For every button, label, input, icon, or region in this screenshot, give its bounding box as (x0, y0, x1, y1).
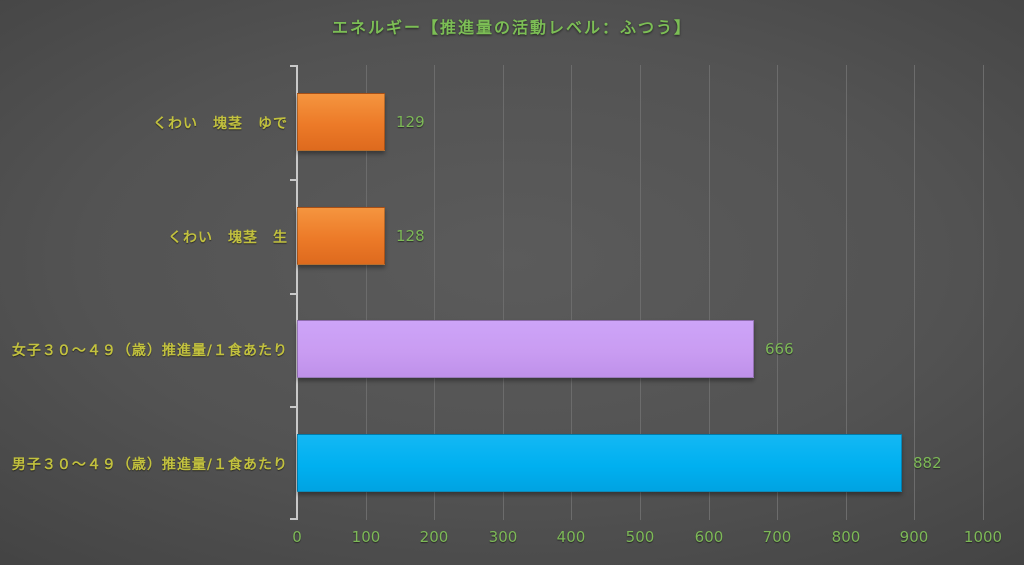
y-axis-tick (290, 65, 297, 67)
x-axis-tick-label: 400 (556, 528, 586, 546)
x-axis-tick-label: 100 (351, 528, 381, 546)
gridline-200 (434, 65, 435, 520)
x-axis-tick-label: 300 (488, 528, 518, 546)
x-axis-tick-label: 900 (899, 528, 929, 546)
category-label-4: 男子３０～４９（歳）推進量/１食あたり (11, 457, 288, 473)
category-label-2: くわい 塊茎 生 (168, 230, 288, 246)
gridline-500 (640, 65, 641, 520)
bar-value-label: 666 (765, 340, 794, 358)
x-axis-tick-label: 200 (419, 528, 449, 546)
x-axis-tick-label: 700 (762, 528, 792, 546)
bar-4[interactable] (297, 434, 902, 492)
bar-value-label: 882 (913, 454, 942, 472)
y-axis-tick (290, 518, 297, 520)
gridline-400 (571, 65, 572, 520)
x-axis-tick-label: 1000 (963, 528, 1003, 546)
gridline-800 (846, 65, 847, 520)
bar-1[interactable] (297, 93, 385, 151)
chart-title: エネルギー【推進量の活動レベル：ふつう】 (331, 18, 692, 37)
x-axis-tick-label: 800 (831, 528, 861, 546)
gridline-900 (914, 65, 915, 520)
y-axis-tick (290, 179, 297, 181)
gridline-100 (366, 65, 367, 520)
y-axis-line (296, 65, 298, 520)
bar-value-label: 128 (396, 227, 425, 245)
bar-2[interactable] (297, 207, 385, 265)
y-axis-tick (290, 293, 297, 295)
bar-3[interactable] (297, 320, 754, 378)
x-axis-tick-label: 600 (694, 528, 724, 546)
gridline-700 (777, 65, 778, 520)
category-label-1: くわい 塊茎 ゆで (153, 116, 288, 132)
x-axis-tick-label: 500 (625, 528, 655, 546)
bar-value-label: 129 (396, 113, 425, 131)
gridline-300 (503, 65, 504, 520)
x-axis-tick-label: 0 (292, 528, 302, 546)
plot-area: 129 128 666 882 (290, 65, 984, 520)
gridline-1000 (983, 65, 984, 520)
gridline-600 (709, 65, 710, 520)
y-axis-tick (290, 406, 297, 408)
category-label-3: 女子３０～４９（歳）推進量/１食あたり (11, 343, 288, 359)
